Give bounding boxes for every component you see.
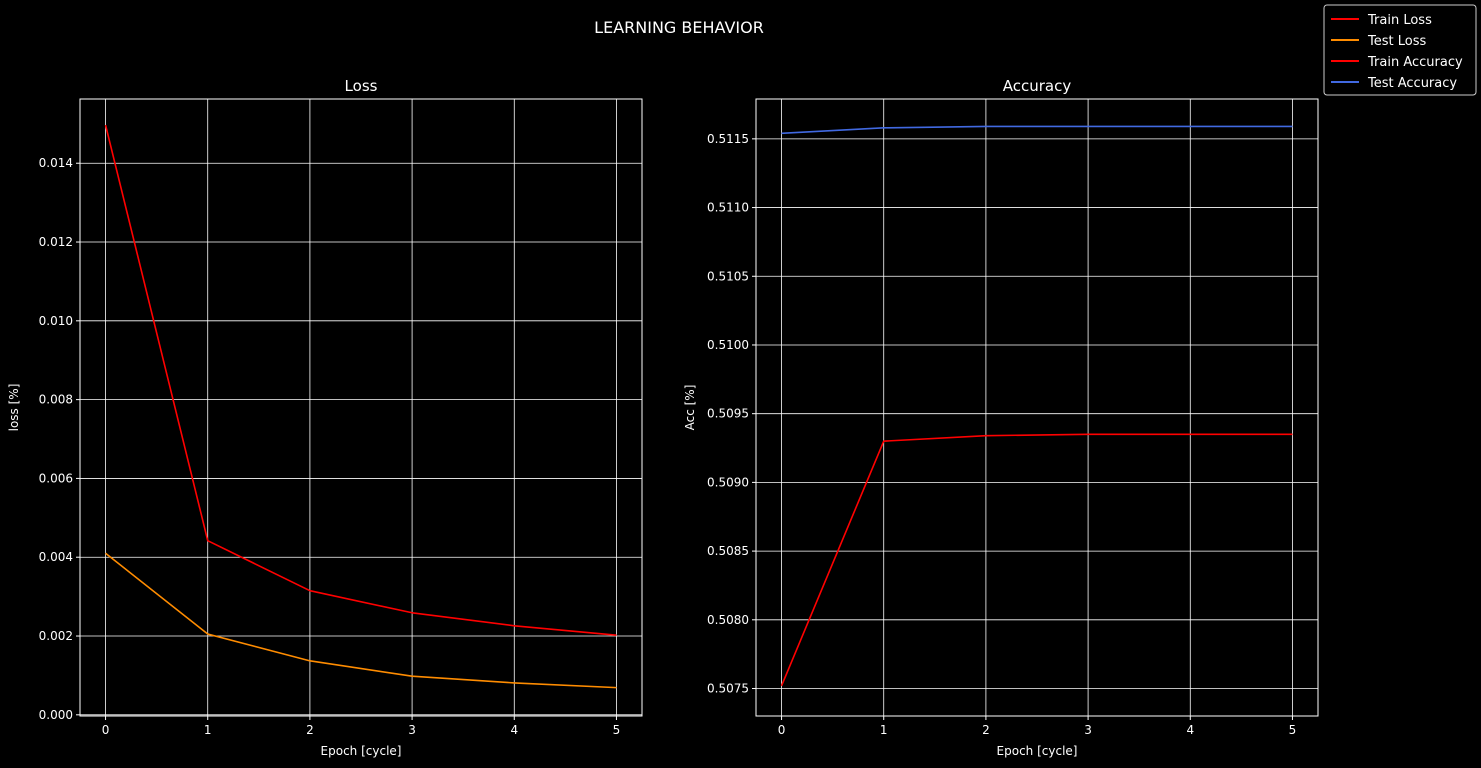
y-tick-label: 0.5080: [707, 613, 749, 627]
y-axis-label: Acc [%]: [683, 385, 697, 431]
y-tick-label: 0.008: [39, 393, 73, 407]
y-tick-label: 0.5100: [707, 338, 749, 352]
subplot-panels: 0 1 2 3 4 5 0.000 0.002 0.004 0.006 0.008 0.010 0.01…: [7, 77, 1319, 758]
legend-label-train-loss: Train Loss: [1367, 13, 1432, 28]
x-tick-label: 1: [204, 723, 212, 737]
series-line-test-accuracy: [781, 125, 1293, 135]
x-tick-label: 3: [1084, 723, 1092, 737]
x-tick-label: 5: [1289, 723, 1297, 737]
x-tick-label: 4: [1186, 723, 1194, 737]
y-tick-label: 0.5090: [707, 475, 749, 489]
y-tick-label: 0.012: [39, 235, 73, 249]
series-line-test-loss: [105, 552, 617, 689]
y-tick-label: 0.010: [39, 314, 73, 328]
x-axis-label: Epoch [cycle]: [997, 744, 1078, 758]
x-tick-label: 5: [613, 723, 621, 737]
legend-label-train-accuracy: Train Accuracy: [1367, 55, 1463, 70]
figure-suptitle: LEARNING BEHAVIOR: [594, 18, 764, 37]
y-tick-label: 0.5085: [707, 544, 749, 558]
y-tick-label: 0.5105: [707, 269, 749, 283]
x-tick-label: 0: [102, 723, 110, 737]
y-tick-label: 0.000: [39, 708, 73, 722]
x-tick-label: 4: [510, 723, 518, 737]
x-tick-label: 3: [408, 723, 416, 737]
axes-frame: [79, 98, 643, 717]
chart-panel-1: 0 1 2 3 4 5 0.000 0.002 0.004 0.006 0.008 0.010 0.01…: [7, 77, 643, 758]
legend-box: [1323, 4, 1477, 96]
y-tick-label: 0.5110: [707, 201, 749, 215]
x-tick-label: 2: [306, 723, 314, 737]
y-tick-label: 0.006: [39, 471, 73, 485]
chart-title: Loss: [345, 77, 378, 95]
chart-panel-2: 0 1 2 3 4 5 0.5075 0.5080 0.5085 0.5090 0.5095 0.51…: [683, 77, 1319, 758]
y-tick-label: 0.004: [39, 550, 73, 564]
x-tick-label: 1: [880, 723, 888, 737]
series-line-train-accuracy: [780, 433, 1293, 687]
y-tick-label: 0.5095: [707, 407, 749, 421]
legend-label-test-accuracy: Test Accuracy: [1367, 76, 1457, 91]
legend-label-test-loss: Test Loss: [1367, 34, 1426, 49]
axes-frame: [755, 98, 1319, 717]
y-tick-label: 0.5115: [707, 132, 749, 146]
y-tick-label: 0.014: [39, 156, 73, 170]
x-axis-label: Epoch [cycle]: [321, 744, 402, 758]
series-line-train-loss: [104, 124, 617, 637]
chart-title: Accuracy: [1003, 77, 1072, 95]
y-axis-label: loss [%]: [7, 384, 21, 432]
y-tick-label: 0.5075: [707, 682, 749, 696]
x-tick-label: 0: [778, 723, 786, 737]
figure-legend: Train Loss Test Loss Train Accuracy Test Ac…: [1323, 4, 1477, 96]
x-tick-label: 2: [982, 723, 990, 737]
y-tick-label: 0.002: [39, 629, 73, 643]
